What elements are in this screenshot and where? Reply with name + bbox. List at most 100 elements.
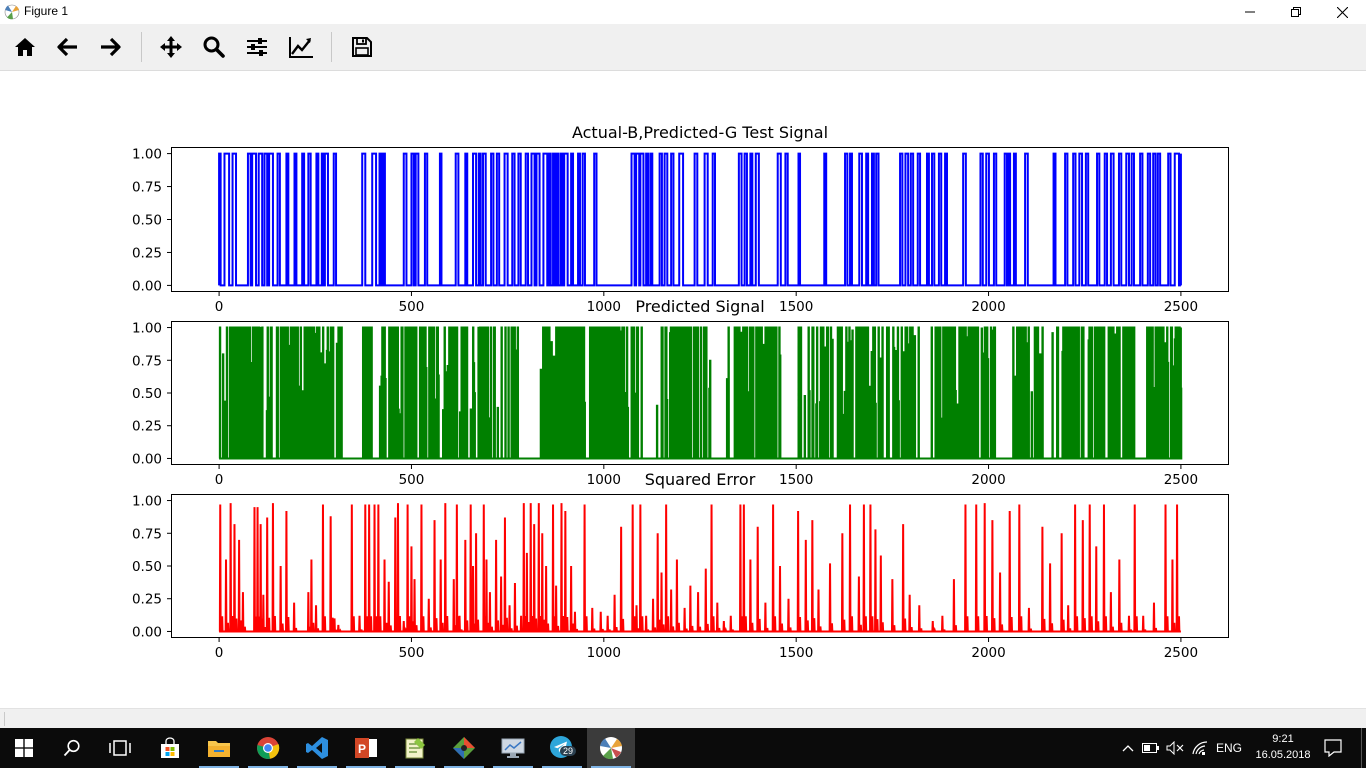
running-indicator <box>591 766 631 768</box>
figure-svg[interactable]: Actual-B,Predicted-G Test Signal 0.00 0.25… <box>0 71 1366 708</box>
arrow-left-icon <box>57 37 77 57</box>
notification-icon <box>1324 739 1342 757</box>
matplotlib-app-icon <box>4 4 20 20</box>
close-button[interactable] <box>1319 0 1365 24</box>
x-tick-label: 500 <box>399 299 425 315</box>
y-tick-label: 0.25 <box>132 592 162 608</box>
running-indicator <box>493 766 533 768</box>
sliders-icon <box>247 38 267 56</box>
matplotlib-toolbar <box>0 24 1366 71</box>
axes-frame <box>171 147 1229 292</box>
wifi-icon <box>1192 741 1208 755</box>
taskbar-search-button[interactable] <box>48 728 96 768</box>
start-button[interactable] <box>0 728 48 768</box>
x-tick-label: 0 <box>215 645 224 661</box>
taskbar-git[interactable] <box>440 728 488 768</box>
running-indicator <box>542 766 582 768</box>
y-tick-label: 1.00 <box>132 321 162 337</box>
subplot-1: Actual-B,Predicted-G Test Signal 0.00 0.25… <box>132 123 1229 315</box>
configure-subplots-button[interactable] <box>242 32 272 62</box>
save-button[interactable] <box>347 32 377 62</box>
y-tick-label: 0.75 <box>132 526 162 542</box>
minimize-icon <box>1245 11 1255 13</box>
folder-icon <box>208 741 230 757</box>
y-tick-label: 1.00 <box>132 494 162 510</box>
powerpoint-icon: P <box>355 738 377 758</box>
zoom-button[interactable] <box>199 32 229 62</box>
y-tick-label: 1.00 <box>132 147 162 163</box>
restore-icon <box>1291 7 1301 17</box>
running-indicator <box>444 766 484 768</box>
minimize-button[interactable] <box>1227 0 1273 24</box>
subplot-3: Squared Error 0.00 0.25 0.50 0.75 1.00 0 500 100… <box>132 470 1229 661</box>
forward-button[interactable] <box>95 32 125 62</box>
vscode-icon <box>306 737 328 759</box>
x-tick-label: 2000 <box>971 472 1005 488</box>
tray-battery[interactable] <box>1140 728 1162 768</box>
language-indicator[interactable]: ENG <box>1216 741 1243 755</box>
home-icon <box>15 38 35 56</box>
floppy-disk-icon <box>352 37 372 57</box>
magnifier-icon <box>203 36 225 58</box>
taskbar-chrome[interactable] <box>244 728 292 768</box>
task-view-button[interactable] <box>96 728 144 768</box>
pan-button[interactable] <box>156 32 186 62</box>
matplotlib-icon <box>600 737 622 760</box>
taskbar-file-explorer[interactable] <box>195 728 243 768</box>
x-tick-label: 2000 <box>971 645 1005 661</box>
back-button[interactable] <box>53 32 83 62</box>
taskbar-matplotlib-figure[interactable] <box>587 728 635 768</box>
tray-volume[interactable] <box>1164 728 1186 768</box>
x-tick-label: 500 <box>399 472 425 488</box>
x-tick-label: 2000 <box>971 299 1005 315</box>
tray-overflow-button[interactable] <box>1118 728 1138 768</box>
edit-axis-button[interactable] <box>286 32 316 62</box>
tray-network[interactable] <box>1188 728 1212 768</box>
y-tick-label: 0.50 <box>132 559 162 575</box>
subplot-title: Actual-B,Predicted-G Test Signal <box>572 123 828 142</box>
running-indicator <box>248 766 288 768</box>
signal-line <box>218 326 1183 460</box>
restore-button[interactable] <box>1273 0 1319 24</box>
x-tick-label: 2500 <box>1164 645 1198 661</box>
x-tick-label: 500 <box>399 645 425 661</box>
status-bar <box>0 708 1366 729</box>
x-tick-label: 0 <box>215 299 224 315</box>
clock-time: 9:21 <box>1272 733 1294 745</box>
move-icon <box>160 36 182 58</box>
figure-canvas[interactable]: Actual-B,Predicted-G Test Signal 0.00 0.25… <box>0 71 1366 708</box>
taskbar-remote-desktop[interactable] <box>489 728 537 768</box>
windows-taskbar: P 29 <box>0 728 1366 768</box>
window-titlebar: Figure 1 <box>0 0 1366 24</box>
home-button[interactable] <box>10 32 40 62</box>
y-tick-label: 0.25 <box>132 245 162 261</box>
chevron-up-icon <box>1122 745 1134 752</box>
windows-logo-icon <box>15 739 33 757</box>
taskbar-store[interactable] <box>146 728 194 768</box>
monitor-icon <box>501 738 525 758</box>
taskbar-powerpoint[interactable]: P <box>342 728 390 768</box>
running-indicator <box>297 766 337 768</box>
show-desktop-button[interactable] <box>1361 728 1366 768</box>
taskbar-vscode[interactable] <box>293 728 341 768</box>
volume-muted-icon <box>1166 741 1184 755</box>
axes-frame <box>171 494 1229 638</box>
battery-icon <box>1142 743 1159 753</box>
x-tick-label: 1000 <box>587 472 621 488</box>
store-bag-icon <box>161 737 179 758</box>
x-tick-label: 2500 <box>1164 472 1198 488</box>
tray-clock[interactable]: 9:21 16.05.2018 <box>1246 731 1320 763</box>
taskbar-notepad-plus[interactable] <box>391 728 439 768</box>
x-tick-label: 1500 <box>779 645 813 661</box>
search-icon <box>63 739 80 757</box>
action-center-button[interactable] <box>1318 728 1348 768</box>
close-icon <box>1336 6 1348 18</box>
arrow-right-icon <box>101 37 121 57</box>
status-grip <box>4 712 5 726</box>
y-tick-label: 0.00 <box>132 451 162 467</box>
taskbar-telegram[interactable]: 29 <box>538 728 586 768</box>
git-icon <box>453 737 475 759</box>
chart-line-icon <box>289 37 313 58</box>
x-tick-label: 0 <box>215 472 224 488</box>
axes-frame <box>171 321 1229 465</box>
